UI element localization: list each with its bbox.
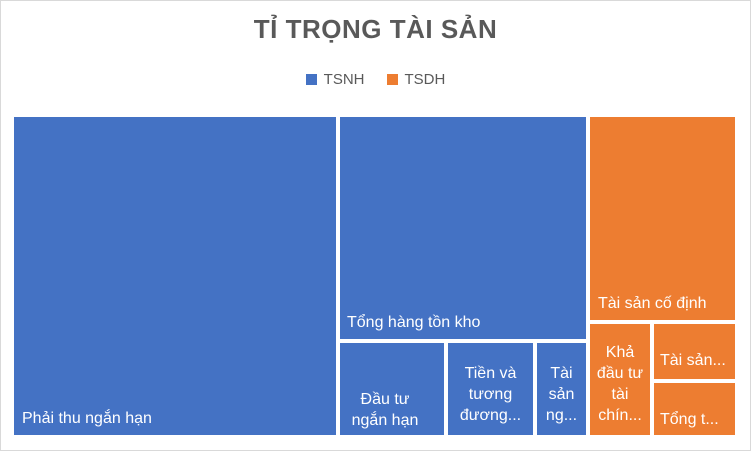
legend-label-tsdh: TSDH <box>404 71 446 88</box>
tile-tong-hang-ton-kho: Tổng hàng tồn kho <box>338 115 588 341</box>
chart-title: TỈ TRỌNG TÀI SẢN <box>253 14 498 44</box>
legend: TSNH TSDH <box>0 71 751 88</box>
tile-tien-va-tuong-duong: Tiền và tương đương... <box>446 341 535 437</box>
tile-label: Tổng hàng tồn kho <box>347 314 481 331</box>
tile-label: Tài sản cố định <box>598 295 707 312</box>
tile-label: Tổng t... <box>660 411 719 428</box>
tile-tong-t: Tổng t... <box>652 381 737 437</box>
tile-dau-tu-ngan-han: Đầu tư ngắn hạn <box>338 341 446 437</box>
tile-label: Đầu tư ngắn hạn <box>351 391 419 429</box>
tile-label: Tài sản... <box>660 352 726 369</box>
legend-item-tsnh: TSNH <box>305 71 365 88</box>
tile-tai-san-co-dinh: Tài sản cố định <box>588 115 737 322</box>
legend-item-tsdh: TSDH <box>386 71 446 88</box>
tile-tai-san-other: Tài sản... <box>652 322 737 381</box>
tile-label: Khả đầu tư tài chín... <box>596 344 644 424</box>
legend-swatch-tsdh <box>386 74 398 85</box>
tile-label: Phải thu ngắn hạn <box>22 410 152 427</box>
legend-swatch-tsnh <box>305 74 317 85</box>
tile-kha-dau-tu-tai-chinh: Khả đầu tư tài chín... <box>588 322 652 437</box>
tile-tai-san-ng: Tài sản ng... <box>535 341 588 437</box>
tile-label: Tiền và tương đương... <box>459 365 522 424</box>
tile-label: Tài sản ng... <box>545 365 578 424</box>
tile-phai-thu-ngan-han: Phải thu ngắn hạn <box>12 115 338 437</box>
legend-label-tsnh: TSNH <box>323 71 365 88</box>
